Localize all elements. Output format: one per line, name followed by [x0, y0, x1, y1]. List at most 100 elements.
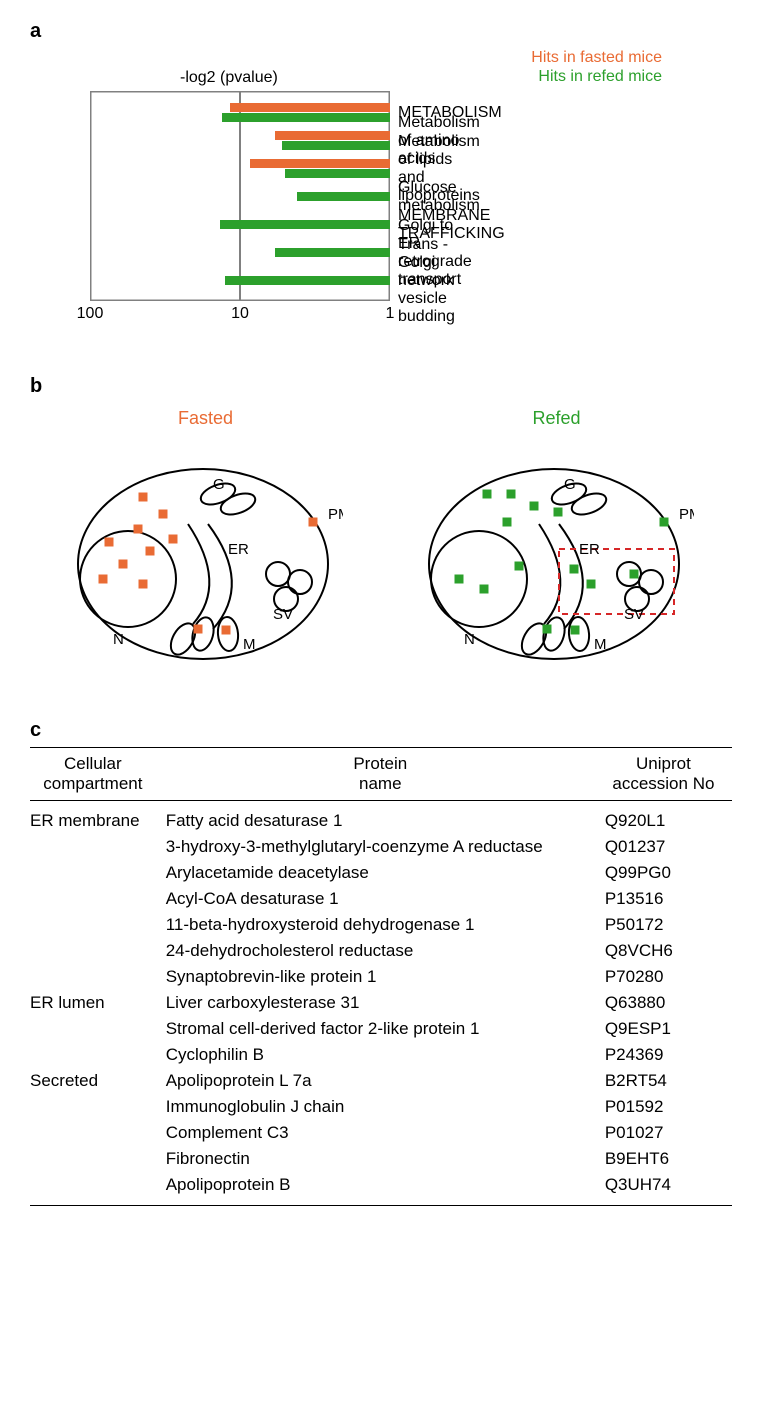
table-row: SecretedApolipoprotein L 7aB2RT54 — [30, 1068, 732, 1094]
axis-title: -log2 (pvalue) — [180, 69, 278, 87]
table-row: 11-beta-hydroxysteroid dehydrogenase 1P5… — [30, 912, 732, 938]
svg-text:ER: ER — [228, 541, 249, 558]
svg-text:SV: SV — [624, 606, 644, 623]
marker — [99, 575, 108, 584]
chart-row: METABOLISM — [90, 99, 390, 127]
cell-protein: 3-hydroxy-3-methylglutaryl-coenzyme A re… — [166, 834, 605, 860]
marker — [480, 585, 489, 594]
cell-compartment — [30, 1094, 166, 1120]
marker — [105, 538, 114, 547]
x-tick-label: 100 — [77, 305, 104, 323]
chart-row: MEMBRANE TRAFFICKING — [90, 211, 390, 239]
protein-table: Cellularcompartment Proteinname Uniprota… — [30, 747, 732, 1206]
marker — [571, 626, 580, 635]
cell-accession: Q9ESP1 — [605, 1016, 732, 1042]
table-row: 3-hydroxy-3-methylglutaryl-coenzyme A re… — [30, 834, 732, 860]
cell-compartment — [30, 834, 166, 860]
cell-protein: Fatty acid desaturase 1 — [166, 801, 605, 835]
cell-accession: P24369 — [605, 1042, 732, 1068]
svg-text:ER: ER — [579, 541, 600, 558]
marker — [139, 493, 148, 502]
cell-protein: Immunoglobulin J chain — [166, 1094, 605, 1120]
cell-compartment — [30, 1042, 166, 1068]
svg-text:G: G — [213, 476, 225, 493]
marker — [515, 562, 524, 571]
bar-refed — [282, 141, 390, 150]
bar-refed — [297, 192, 390, 201]
marker — [222, 626, 231, 635]
table-row: FibronectinB9EHT6 — [30, 1146, 732, 1172]
marker — [530, 502, 539, 511]
svg-text:N: N — [113, 631, 124, 648]
cell-compartment — [30, 1016, 166, 1042]
legend-fasted: Hits in fasted mice — [30, 48, 662, 67]
svg-text:M: M — [594, 636, 607, 653]
table-row: Synaptobrevin-like protein 1P70280 — [30, 964, 732, 990]
chart-row: Metabolism of amino acids — [90, 127, 390, 155]
cell-compartment: Secreted — [30, 1068, 166, 1094]
marker — [119, 560, 128, 569]
marker — [309, 518, 318, 527]
panel-b: b Fasted GPMERSVNM Refed GPMERSVNM — [30, 375, 732, 669]
svg-text:PM: PM — [328, 506, 343, 523]
chart-row: Metabolism of lipids and lipoproteins — [90, 155, 390, 183]
panel-a: a Hits in fasted mice Hits in refed mice… — [30, 20, 732, 325]
cell-protein: Arylacetamide deacetylase — [166, 860, 605, 886]
bar-refed — [220, 220, 390, 229]
panel-b-label: b — [30, 375, 732, 398]
bar-refed — [285, 169, 390, 178]
legend-refed: Hits in refed mice — [30, 67, 662, 86]
panel-a-label: a — [30, 20, 732, 43]
cell-accession: Q920L1 — [605, 801, 732, 835]
cell-accession: Q8VCH6 — [605, 938, 732, 964]
marker — [507, 490, 516, 499]
cell-protein: Fibronectin — [166, 1146, 605, 1172]
cell-compartment: ER lumen — [30, 990, 166, 1016]
marker — [660, 518, 669, 527]
cell-accession: B9EHT6 — [605, 1146, 732, 1172]
cell-compartment — [30, 938, 166, 964]
chart-legend: Hits in fasted mice Hits in refed mice — [30, 48, 732, 86]
cell-accession: P70280 — [605, 964, 732, 990]
marker — [159, 510, 168, 519]
table-row: Acyl-CoA desaturase 1P13516 — [30, 886, 732, 912]
bar-fasted — [230, 103, 390, 112]
col-compartment: Cellularcompartment — [30, 748, 166, 801]
table-row: Complement C3P01027 — [30, 1120, 732, 1146]
marker — [169, 535, 178, 544]
panel-c-label: c — [30, 719, 732, 742]
cell-protein: Stromal cell-derived factor 2-like prote… — [166, 1016, 605, 1042]
cell-accession: Q63880 — [605, 990, 732, 1016]
cell-compartment: ER membrane — [30, 801, 166, 835]
cell-accession: P13516 — [605, 886, 732, 912]
cell-compartment — [30, 860, 166, 886]
cell-accession: Q3UH74 — [605, 1172, 732, 1206]
panel-c: c Cellularcompartment Proteinname Unipro… — [30, 719, 732, 1206]
cell-protein: Synaptobrevin-like protein 1 — [166, 964, 605, 990]
marker — [134, 525, 143, 534]
marker — [543, 625, 552, 634]
cell-compartment — [30, 912, 166, 938]
cell-accession: Q99PG0 — [605, 860, 732, 886]
table-row: Cyclophilin BP24369 — [30, 1042, 732, 1068]
svg-text:N: N — [464, 631, 475, 648]
col-protein: Proteinname — [166, 748, 605, 801]
cell-compartment — [30, 1172, 166, 1206]
chart-row-label: Trans - Golgi network vesicle budding — [398, 236, 455, 326]
svg-text:SV: SV — [273, 606, 293, 623]
svg-text:PM: PM — [679, 506, 694, 523]
cell-refed-diagram: G PM ER SV N M — [419, 434, 694, 664]
bar-refed — [222, 113, 390, 122]
cell-compartment — [30, 886, 166, 912]
bar-refed — [225, 276, 390, 285]
svg-text:M: M — [243, 636, 256, 653]
chart-row: Trans - Golgi network vesicle budding — [90, 267, 390, 295]
svg-text:G: G — [564, 476, 576, 493]
cell-protein: 11-beta-hydroxysteroid dehydrogenase 1 — [166, 912, 605, 938]
cell-protein: Cyclophilin B — [166, 1042, 605, 1068]
cell-protein: Apolipoprotein B — [166, 1172, 605, 1206]
cell-compartment — [30, 964, 166, 990]
marker — [194, 625, 203, 634]
bar-refed — [275, 248, 390, 257]
table-row: Immunoglobulin J chainP01592 — [30, 1094, 732, 1120]
